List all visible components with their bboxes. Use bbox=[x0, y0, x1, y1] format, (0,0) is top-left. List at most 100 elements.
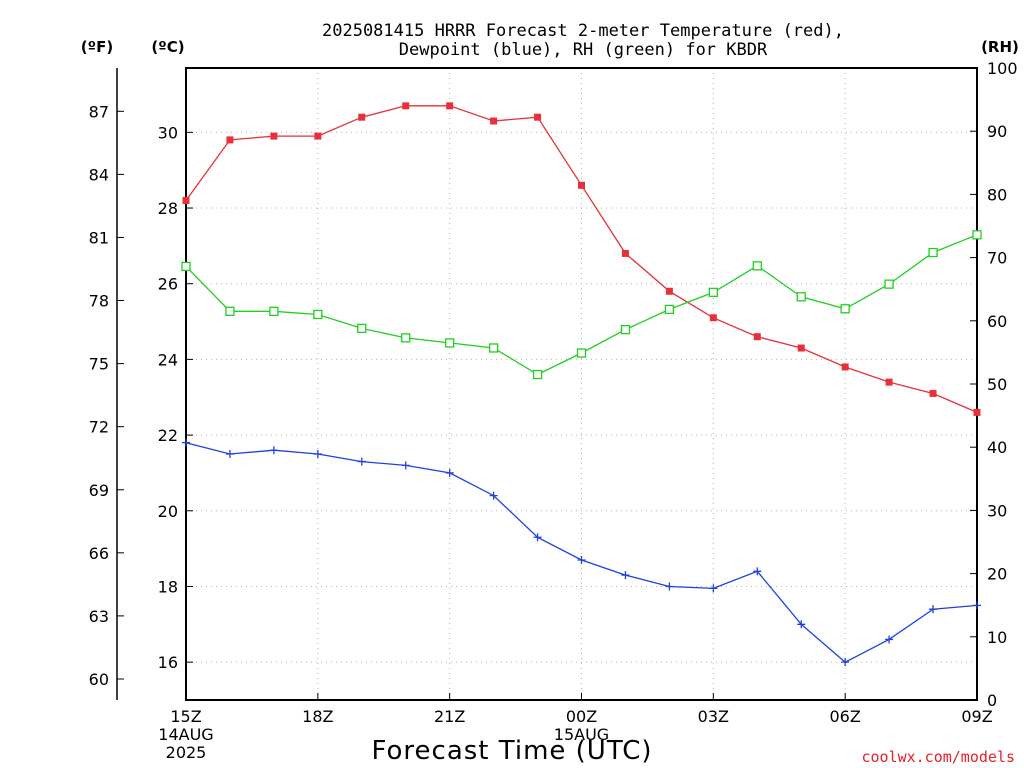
temperature-series bbox=[182, 102, 981, 416]
fahrenheit-tick-label-6: 78 bbox=[89, 292, 109, 311]
temperature-point-15 bbox=[841, 363, 849, 371]
temperature-point-6 bbox=[446, 102, 454, 110]
site-credit: coolwx.com/models bbox=[861, 748, 1015, 766]
celsius-tick-label-5: 26 bbox=[158, 275, 178, 294]
fahrenheit-unit-label: (ºF) bbox=[81, 38, 113, 56]
rh-point-4 bbox=[357, 323, 367, 334]
temperature-point-9 bbox=[578, 181, 585, 189]
axes: 60 63 66 69 72 75 78 81 84 87 16 18 20 22 24 26 28 30 0 10 2… bbox=[89, 59, 1018, 762]
rh-point-6 bbox=[445, 338, 455, 348]
rh-tick-label-2: 20 bbox=[987, 565, 1007, 584]
chart-title-line-2: Dewpoint (blue), RH (green) for KBDR bbox=[399, 40, 768, 60]
fahrenheit-tick-label-1: 63 bbox=[89, 607, 109, 626]
temperature-point-2 bbox=[270, 132, 278, 140]
temperature-line bbox=[185, 105, 978, 413]
temperature-point-14 bbox=[797, 344, 805, 352]
rh-tick-label-8: 80 bbox=[987, 185, 1007, 204]
rh-tick-label-9: 90 bbox=[987, 122, 1007, 141]
dewpoint-point-12 bbox=[709, 584, 718, 593]
dewpoint-point-1 bbox=[225, 450, 234, 459]
dewpoint-point-14 bbox=[797, 620, 806, 629]
chart-title-line-1: 2025081415 HRRR Forecast 2-meter Tempera… bbox=[322, 21, 844, 41]
rh-point-18 bbox=[972, 230, 982, 240]
fahrenheit-tick-label-7: 81 bbox=[89, 228, 109, 247]
dewpoint-point-17 bbox=[929, 605, 938, 614]
temperature-point-13 bbox=[753, 333, 761, 341]
fahrenheit-tick-label-0: 60 bbox=[89, 670, 109, 689]
fahrenheit-tick-label-5: 75 bbox=[89, 355, 109, 374]
dewpoint-point-8 bbox=[533, 533, 542, 542]
celsius-tick-label-4: 24 bbox=[158, 350, 178, 369]
celsius-unit-label: (ºC) bbox=[151, 38, 184, 56]
dewpoint-point-18 bbox=[973, 601, 981, 610]
rh-tick-label-7: 70 bbox=[987, 249, 1007, 268]
rh-tick-label-3: 30 bbox=[987, 501, 1007, 520]
x-tick-label-2-line-0: 21Z bbox=[434, 707, 465, 726]
dewpoint-point-16 bbox=[885, 635, 894, 644]
temperature-point-5 bbox=[402, 102, 410, 110]
rh-point-7 bbox=[488, 343, 499, 353]
dewpoint-line bbox=[185, 442, 978, 663]
rh-point-9 bbox=[576, 348, 587, 358]
dewpoint-point-3 bbox=[313, 450, 322, 459]
dewpoint-point-13 bbox=[753, 567, 762, 576]
rh-point-13 bbox=[752, 261, 762, 271]
fahrenheit-tick-label-8: 84 bbox=[89, 165, 109, 184]
x-tick-label-1: 18Z bbox=[302, 707, 333, 726]
x-axis-title: Forecast Time (UTC) bbox=[371, 736, 652, 766]
rh-point-0 bbox=[181, 261, 191, 272]
series-lines bbox=[181, 102, 982, 667]
celsius-tick-label-0: 16 bbox=[158, 653, 178, 672]
x-tick-label-0-line-1: 14AUG bbox=[158, 725, 213, 744]
temperature-point-16 bbox=[885, 378, 893, 386]
temperature-point-1 bbox=[226, 136, 234, 144]
x-tick-label-3: 00Z 15AUG bbox=[554, 707, 609, 744]
dewpoint-series bbox=[182, 438, 981, 667]
rh-point-5 bbox=[401, 333, 411, 343]
celsius-tick-label-1: 18 bbox=[158, 577, 178, 596]
temperature-point-12 bbox=[709, 314, 717, 322]
fahrenheit-tick-label-9: 87 bbox=[89, 102, 109, 121]
rh-point-3 bbox=[313, 309, 323, 320]
dewpoint-point-6 bbox=[445, 468, 454, 477]
celsius-tick-label-3: 22 bbox=[158, 426, 178, 445]
x-tick-label-6: 09Z bbox=[961, 707, 992, 726]
x-tick-label-6-line-0: 09Z bbox=[961, 707, 992, 726]
rh-point-8 bbox=[532, 369, 543, 380]
rh-point-11 bbox=[664, 304, 675, 315]
fahrenheit-tick-label-2: 66 bbox=[89, 544, 109, 563]
temperature-point-0 bbox=[182, 196, 190, 204]
rh-tick-label-10: 100 bbox=[987, 59, 1018, 78]
temperature-point-8 bbox=[534, 113, 542, 121]
rh-point-10 bbox=[620, 324, 631, 335]
chart-title: 2025081415 HRRR Forecast 2-meter Tempera… bbox=[322, 21, 844, 60]
dewpoint-point-4 bbox=[357, 457, 366, 466]
rh-unit-label: (RH) bbox=[981, 38, 1019, 56]
x-tick-label-5: 06Z bbox=[830, 707, 861, 726]
temperature-point-11 bbox=[665, 287, 673, 295]
rh-tick-label-1: 10 bbox=[987, 628, 1007, 647]
rh-point-12 bbox=[708, 287, 718, 298]
rh-point-1 bbox=[225, 306, 235, 316]
dewpoint-point-15 bbox=[841, 658, 850, 667]
dewpoint-point-7 bbox=[489, 491, 498, 500]
dewpoint-point-9 bbox=[577, 555, 586, 564]
rh-tick-label-5: 50 bbox=[987, 375, 1007, 394]
temperature-point-4 bbox=[358, 113, 366, 121]
rh-tick-label-0: 0 bbox=[987, 691, 997, 710]
rh-point-2 bbox=[269, 306, 279, 316]
temperature-point-10 bbox=[621, 249, 629, 257]
fahrenheit-tick-label-3: 69 bbox=[89, 481, 109, 500]
grid-lines bbox=[186, 68, 977, 700]
dewpoint-point-0 bbox=[182, 438, 190, 447]
dewpoint-point-10 bbox=[621, 571, 630, 580]
x-tick-label-3-line-0: 00Z bbox=[566, 707, 597, 726]
dewpoint-point-5 bbox=[401, 461, 410, 470]
fahrenheit-tick-label-4: 72 bbox=[89, 418, 109, 437]
temperature-point-17 bbox=[929, 389, 937, 397]
x-tick-label-2: 21Z bbox=[434, 707, 465, 726]
celsius-tick-label-7: 30 bbox=[158, 123, 178, 142]
dewpoint-point-11 bbox=[665, 582, 674, 591]
x-tick-label-5-line-0: 06Z bbox=[830, 707, 861, 726]
x-tick-label-0: 15Z 14AUG 2025 bbox=[158, 707, 213, 762]
